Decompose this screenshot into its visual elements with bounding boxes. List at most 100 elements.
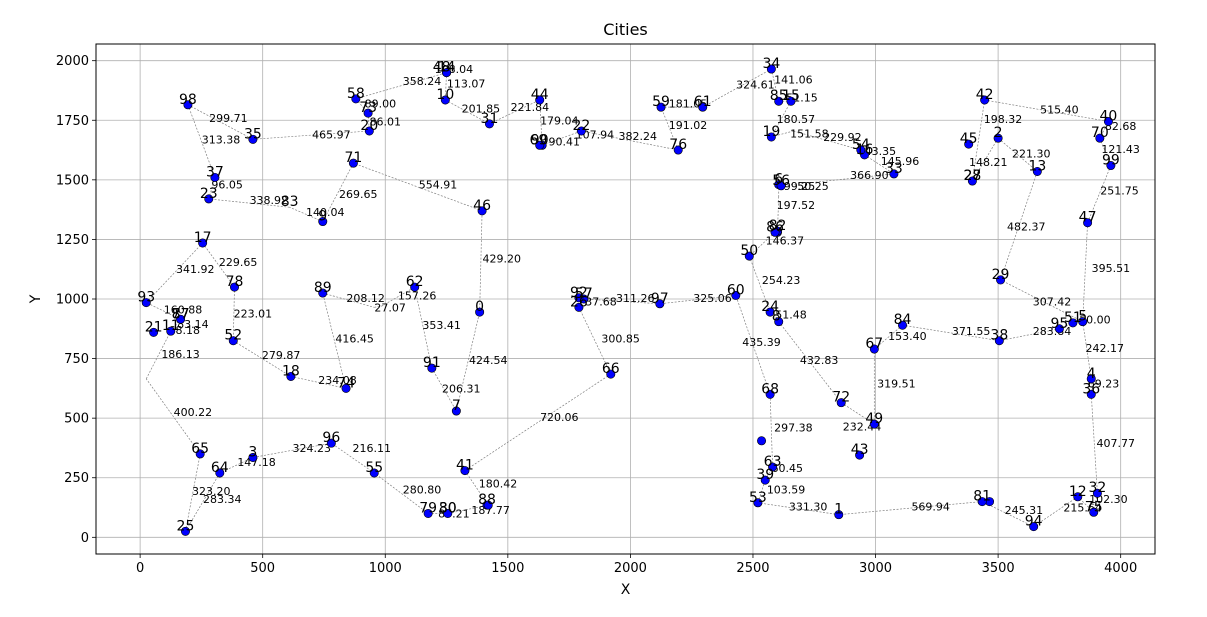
y-axis-label: Y: [28, 294, 44, 304]
city-point: [869, 419, 879, 429]
city-label: 55: [365, 460, 383, 476]
city-point: [286, 371, 296, 381]
distance-label: 145.96: [881, 155, 920, 168]
city-label: 94: [1025, 514, 1043, 530]
city-point: [836, 398, 846, 408]
route-segment: [219, 457, 254, 474]
city-label: 65: [191, 441, 209, 457]
city-point: [326, 438, 336, 448]
distance-label: 198.32: [984, 113, 1023, 126]
route-segment: [1000, 171, 1038, 281]
distance-label: 113.07: [447, 77, 486, 90]
city-point: [460, 466, 470, 476]
city-point: [318, 217, 328, 227]
distance-label: 234.08: [318, 374, 357, 387]
route-segment: [355, 72, 447, 100]
city-point: [766, 132, 776, 142]
x-tick-label: 1000: [369, 561, 402, 576]
city-label: 85: [770, 88, 788, 104]
city-point: [180, 526, 190, 536]
y-tick-label: 2000: [56, 54, 89, 69]
route-segment: [464, 373, 611, 471]
city-point: [776, 181, 786, 191]
city-point: [248, 452, 258, 462]
distance-label: 341.92: [176, 263, 215, 276]
city-point: [856, 145, 866, 155]
city-point: [576, 126, 586, 136]
city-label: 49: [865, 411, 883, 427]
y-tick-label: 250: [64, 471, 89, 486]
city-label: 71: [344, 150, 362, 166]
route-segment: [982, 501, 1034, 527]
route-segment: [185, 472, 221, 532]
route-segment: [1082, 222, 1088, 322]
city-label: 90: [531, 132, 549, 148]
city-label: 11: [162, 318, 180, 334]
city-label: 5: [1078, 309, 1087, 325]
distance-label: 371.55: [952, 325, 991, 338]
distance-label: 96.05: [211, 179, 243, 192]
city-label: 86: [766, 219, 784, 235]
city-point: [364, 126, 374, 136]
city-label: 54: [852, 137, 870, 153]
route-segment: [322, 162, 354, 222]
distance-label: 515.40: [1040, 104, 1079, 117]
route-segment: [233, 340, 292, 377]
distance-label: 208.12: [346, 292, 385, 305]
city-point: [673, 145, 683, 155]
city-label: 50: [740, 243, 758, 259]
distance-label: 229.92: [823, 131, 862, 144]
distance-label: 68.18: [169, 324, 201, 337]
city-label: 74: [337, 375, 355, 391]
city-label: 40: [1100, 108, 1118, 124]
distance-label: 37.68: [585, 295, 617, 308]
route-segment: [841, 402, 875, 425]
city-label: 67: [865, 336, 883, 352]
city-point: [484, 119, 494, 129]
city-point: [410, 282, 420, 292]
city-label: 32: [1088, 480, 1106, 496]
city-point: [768, 462, 778, 472]
city-label: 82: [769, 218, 787, 234]
distance-label: 353.41: [422, 319, 461, 332]
city-point: [1095, 133, 1105, 143]
city-label: 98: [179, 92, 197, 108]
city-point: [993, 133, 1003, 143]
city-label: 87: [172, 306, 190, 322]
city-point: [1068, 318, 1078, 328]
distance-label: 201.85: [462, 102, 501, 115]
city-label: 44: [531, 87, 549, 103]
city-point: [228, 336, 238, 346]
city-label: 12: [1069, 484, 1087, 500]
city-label: 95: [1050, 316, 1068, 332]
route-segment: [290, 376, 347, 389]
city-point: [195, 449, 205, 459]
distance-label: 186.13: [161, 348, 200, 361]
city-label: 52: [224, 328, 242, 344]
x-tick-label: 3500: [982, 561, 1015, 576]
city-point: [834, 510, 844, 520]
city-point: [964, 139, 974, 149]
city-label: 43: [851, 442, 869, 458]
distance-label: 254.23: [762, 274, 801, 287]
distance-label: 325.06: [693, 292, 732, 305]
distance-label: 297.38: [774, 422, 813, 435]
distance-label: 299.71: [209, 112, 248, 125]
route-segment: [972, 137, 999, 182]
distance-label: 187.77: [471, 504, 510, 517]
route-segment: [145, 378, 201, 455]
city-point: [183, 100, 193, 110]
city-label: 10: [436, 87, 454, 103]
route-segment: [381, 286, 415, 307]
city-label: 31: [481, 111, 499, 127]
city-point: [363, 108, 373, 118]
city-point: [1106, 161, 1116, 171]
city-point: [210, 172, 220, 182]
city-label: 57: [575, 286, 593, 302]
city-point: [176, 314, 186, 324]
distance-label: 300.85: [601, 332, 640, 345]
city-label: 42: [976, 87, 994, 103]
distance-label: 180.57: [777, 113, 816, 126]
city-point: [204, 194, 214, 204]
